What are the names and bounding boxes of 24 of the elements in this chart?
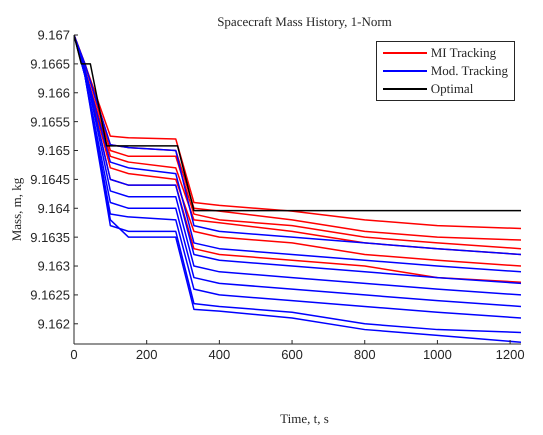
y-tick-label: 9.1625 [30,288,70,303]
y-tick-label: 9.1665 [30,56,70,72]
x-tick-label: 400 [208,347,230,362]
x-tick-label: 1200 [496,347,525,362]
legend-label: Mod. Tracking [430,63,508,79]
y-tick-label: 9.1635 [30,230,70,245]
chart-title: Spacecraft Mass History, 1-Norm [217,14,392,29]
y-tick-label: 9.1655 [30,114,70,130]
y-tick-label: 9.1645 [30,172,70,188]
x-axis-title: Time, t, s [280,411,329,426]
y-tick-label: 9.162 [37,316,70,332]
x-tick-label: 1000 [422,347,452,362]
y-axis-title: Mass, m, kg [9,177,24,242]
y-tick-label: 9.163 [37,258,70,274]
legend-label: Optimal [430,81,474,97]
x-tick-label: 0 [70,347,78,362]
y-tick-label: 9.164 [37,200,70,216]
x-tick-label: 600 [281,347,303,362]
x-tick-label: 200 [136,347,158,362]
legend-label: MI Tracking [430,45,496,61]
y-tick-label: 9.167 [37,28,70,43]
x-tick-label: 800 [354,347,376,362]
y-tick-label: 9.166 [37,85,70,100]
y-tick-label: 9.165 [37,143,70,158]
